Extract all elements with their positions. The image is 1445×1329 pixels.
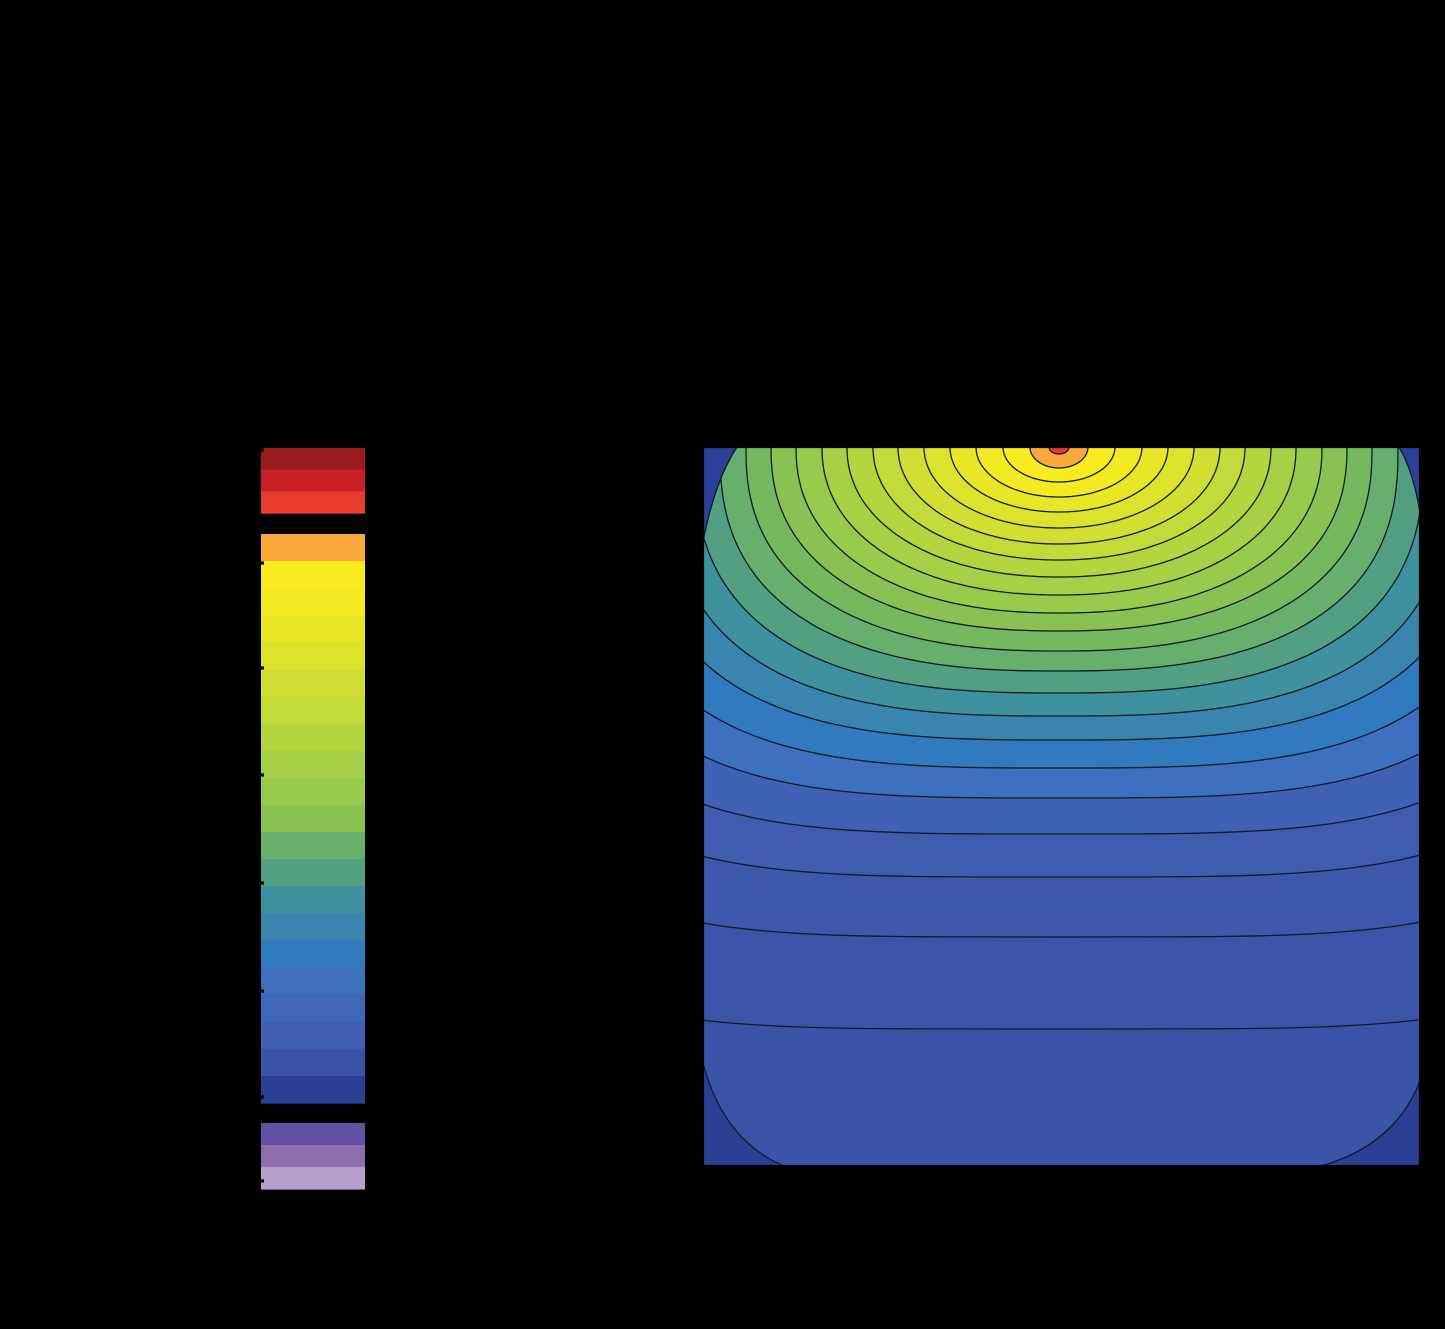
colorbar-band [261,669,365,698]
colorbar-band [261,805,365,833]
colorbar-band [261,469,365,492]
colorbar-band [261,886,365,914]
colorbar-band [261,491,365,514]
plot-border-spines [701,445,1422,1168]
colorbar-band [261,1145,365,1168]
colorbar-band [261,642,365,671]
colorbar-band [261,832,365,860]
colorbar-segment-main-scale [261,534,365,1104]
colorbar-band [261,696,365,725]
colorbar [254,448,365,1190]
contour-plot [703,447,1420,1166]
corner-wedge-top-left [703,447,738,543]
colorbar-band [261,723,365,752]
colorbar-band [261,967,365,996]
corner-wedge-bottom-left [703,1062,785,1166]
colorbar-tick [254,666,264,670]
colorbar-band [261,859,365,887]
colorbar-band [261,561,365,589]
colorbar-tick [254,881,264,885]
colorbar-band [261,1048,365,1077]
colorbar-band [261,750,365,779]
corner-wedge-bottom-right [1320,1080,1420,1166]
contour-ring [1029,447,1089,469]
colorbar-tick [254,773,264,777]
colorbar-band [261,534,365,562]
colorbar-tick [254,1095,264,1099]
colorbar-band [261,448,365,471]
colorbar-band [261,1021,365,1050]
colorbar-band [261,1076,365,1104]
colorbar-tick [254,448,264,452]
contour-ring [1048,447,1070,455]
colorbar-tick [254,989,264,993]
colorbar-tick [254,1179,264,1183]
colorbar-band [261,1167,365,1190]
colorbar-segment-under-range-purples [261,1123,365,1190]
colorbar-band [261,913,365,942]
colorbar-tick [254,561,264,565]
colorbar-band [261,615,365,643]
colorbar-segment-over-range-reds [261,448,365,514]
colorbar-band [261,588,365,616]
colorbar-band [261,994,365,1023]
colorbar-band [261,940,365,969]
colorbar-band [261,1123,365,1146]
colorbar-band [261,777,365,806]
